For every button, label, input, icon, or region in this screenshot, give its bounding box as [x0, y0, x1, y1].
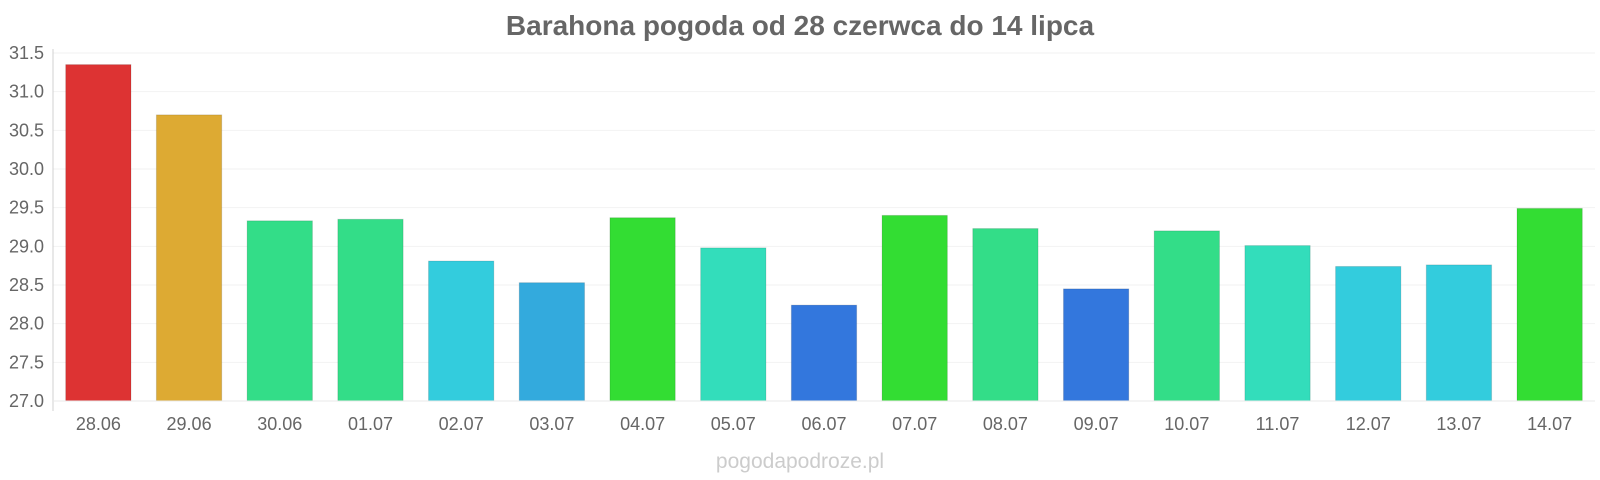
- x-tick-label: 09.07: [1074, 414, 1119, 434]
- x-tick-label: 02.07: [439, 414, 484, 434]
- y-tick-label: 30.0: [9, 159, 44, 179]
- x-tick-label: 12.07: [1346, 414, 1391, 434]
- bar-10.07[interactable]: [1153, 230, 1220, 402]
- bar-04.07[interactable]: [609, 217, 676, 402]
- y-tick-label: 31.0: [9, 82, 44, 102]
- y-tick-label: 28.0: [9, 314, 44, 334]
- bar-02.07[interactable]: [428, 260, 495, 402]
- chart-title: Barahona pogoda od 28 czerwca do 14 lipc…: [505, 10, 1095, 41]
- x-tick-label: 14.07: [1527, 414, 1572, 434]
- x-tick-label: 03.07: [529, 414, 574, 434]
- bar-07.07[interactable]: [881, 214, 948, 402]
- x-tick-label: 11.07: [1256, 414, 1300, 434]
- x-tick-label: 29.06: [167, 414, 212, 434]
- bar-06.07[interactable]: [790, 304, 858, 402]
- y-tick-label: 31.5: [9, 43, 44, 63]
- axes: [52, 49, 1595, 411]
- x-tick-label: 05.07: [711, 414, 756, 434]
- x-tick-label: 06.07: [801, 414, 846, 434]
- bars: [65, 64, 1583, 402]
- x-tick-label: 30.06: [257, 414, 302, 434]
- bar-08.07[interactable]: [972, 228, 1039, 402]
- y-tick-label: 29.5: [9, 198, 44, 218]
- bar-03.07[interactable]: [518, 282, 586, 402]
- bar-30.06[interactable]: [246, 220, 313, 402]
- y-tick-label: 28.5: [9, 275, 44, 295]
- bar-01.07[interactable]: [337, 218, 404, 402]
- bar-13.07[interactable]: [1425, 264, 1493, 402]
- y-tick-label: 29.0: [9, 236, 44, 256]
- x-tick-label: 08.07: [983, 414, 1028, 434]
- bar-09.07[interactable]: [1062, 288, 1130, 402]
- bar-28.06[interactable]: [65, 64, 132, 402]
- x-tick-label: 28.06: [76, 414, 121, 434]
- x-tick-label: 07.07: [892, 414, 937, 434]
- y-tick-label: 27.0: [9, 391, 44, 411]
- watermark: pogodapodroze.pl: [715, 450, 885, 473]
- bar-11.07[interactable]: [1244, 245, 1311, 402]
- bar-29.06[interactable]: [155, 114, 223, 402]
- x-tick-label: 01.07: [348, 414, 393, 434]
- y-tick-label: 27.5: [9, 352, 44, 372]
- y-tick-label: 30.5: [9, 120, 44, 140]
- bar-05.07[interactable]: [700, 247, 767, 402]
- bar-14.07[interactable]: [1516, 207, 1583, 402]
- x-tick-label: 10.07: [1164, 414, 1209, 434]
- bar-12.07[interactable]: [1335, 265, 1402, 402]
- x-tick-label: 13.07: [1436, 414, 1481, 434]
- x-tick-label: 04.07: [620, 414, 665, 434]
- tick-labels: 27.0 27.5 28.0 28.5 29.0 29.5 30.0 30.5 31.0 31.5…: [9, 43, 1572, 434]
